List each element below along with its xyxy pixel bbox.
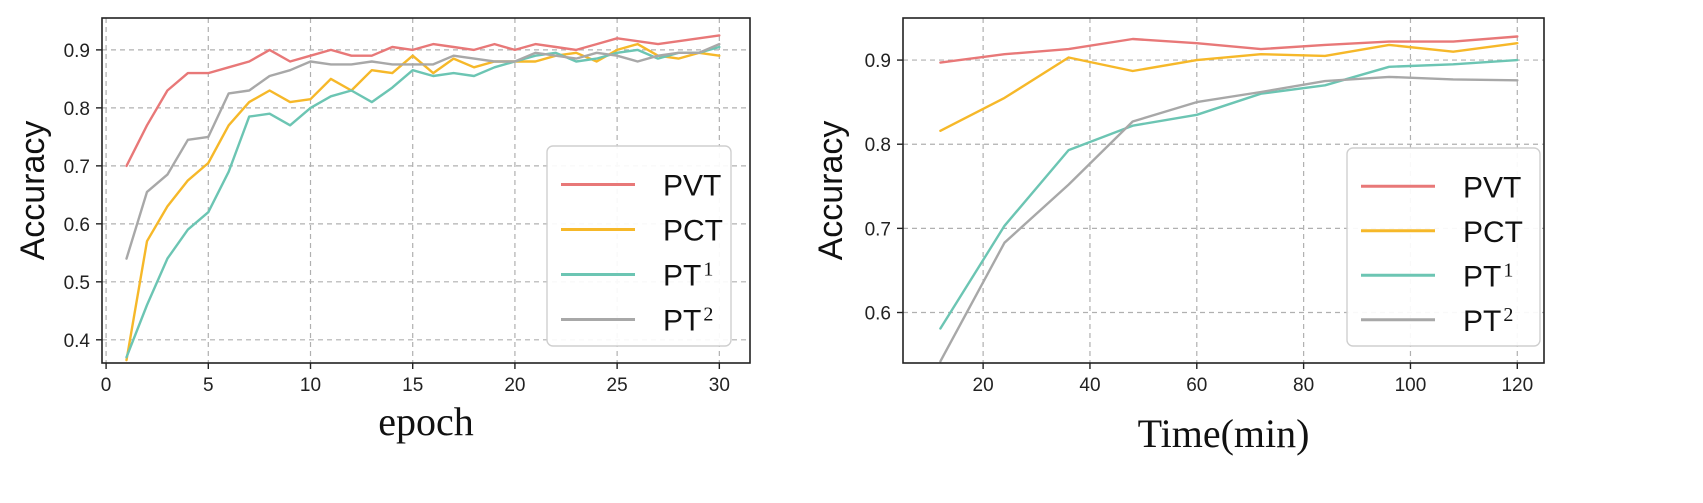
y-tick-label: 0.7 — [865, 219, 891, 240]
x-tick-label: 40 — [1079, 375, 1100, 396]
legend-label-pt1: PT 1 — [663, 259, 713, 293]
x-tick-label: 25 — [607, 375, 628, 396]
x-tick-label: 80 — [1293, 375, 1314, 396]
legend: PVT PCT PT 1 PT 2 — [1346, 147, 1541, 347]
series-line-pt2 — [939, 75, 1519, 363]
y-tick-label: 0.9 — [865, 51, 891, 72]
legend-label-pt2: PT 2 — [663, 304, 713, 338]
legend-box — [546, 145, 732, 347]
chart-1: 0 5 10 15 20 25 30 0.4 0.5 0.6 0.7 0.8 0.9 Accuracy ep… — [14, 17, 751, 444]
series-line-pvt — [125, 34, 721, 168]
x-tick-label: 20 — [973, 375, 994, 396]
plot-frame — [902, 17, 1545, 364]
x-tick-label: 10 — [300, 375, 321, 396]
x-tick-label: 100 — [1395, 375, 1427, 396]
x-tick-label: 5 — [203, 375, 214, 396]
series-line-pt1 — [939, 58, 1519, 330]
x-axis-label: epoch — [378, 399, 474, 444]
y-tick-label: 0.6 — [865, 304, 891, 325]
x-axis-label: Time(min) — [1138, 411, 1310, 456]
x-tick-label: 0 — [101, 375, 112, 396]
series-line-pt1 — [125, 45, 721, 359]
y-tick-label: 0.7 — [64, 157, 90, 178]
x-tick-label: 20 — [504, 375, 525, 396]
legend-label-pt2: PT 2 — [1463, 304, 1513, 338]
legend-label-pct: PCT — [663, 215, 723, 248]
y-tick-label: 0.4 — [64, 331, 91, 352]
series-line-pct — [939, 42, 1519, 133]
y-tick-label: 0.8 — [865, 135, 891, 156]
chart-2: 20 40 60 80 100 120 0.6 0.7 0.8 0.9 Accuracy Time(m… — [812, 17, 1545, 456]
y-tick-label: 0.9 — [64, 41, 90, 62]
series-line-pt2 — [125, 42, 721, 260]
x-tick-label: 60 — [1186, 375, 1207, 396]
legend-label-pct: PCT — [1463, 216, 1523, 249]
legend: PVT PCT PT 1 PT 2 — [546, 145, 732, 347]
series-line-pvt — [939, 35, 1519, 64]
x-tick-label: 30 — [709, 375, 730, 396]
x-tick-label: 15 — [402, 375, 423, 396]
y-tick-label: 0.5 — [64, 273, 90, 294]
x-tick-label: 120 — [1501, 375, 1533, 396]
y-tick-label: 0.6 — [64, 215, 90, 236]
legend-box — [1346, 147, 1541, 347]
legend-label-pt1: PT 1 — [1463, 259, 1513, 293]
legend-label-pvt: PVT — [663, 170, 721, 203]
plot-frame — [101, 17, 751, 364]
y-tick-label: 0.8 — [64, 99, 90, 120]
y-axis-label: Accuracy — [14, 121, 52, 261]
legend-label-pvt: PVT — [1463, 171, 1521, 204]
y-axis-label: Accuracy — [812, 121, 850, 261]
